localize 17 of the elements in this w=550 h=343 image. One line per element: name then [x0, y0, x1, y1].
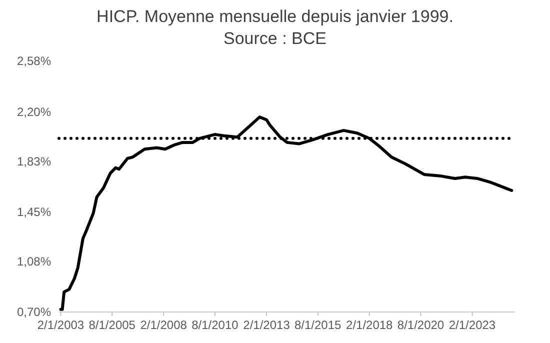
y-tick-label: 2,58% [16, 54, 52, 68]
x-tick-label: 2/1/2023 [448, 318, 496, 332]
x-tick-label: 2/1/2013 [243, 318, 290, 332]
x-tick-label: 8/1/2015 [294, 318, 342, 332]
x-tick-label: 8/1/2005 [88, 318, 136, 332]
x-tick-label: 2/1/2008 [140, 318, 188, 332]
y-tick-label: 0,70% [16, 305, 52, 320]
chart-title: HICP. Moyenne mensuelle depuis janvier 1999. Source : BCE [96, 7, 454, 48]
x-tick-label: 8/1/2020 [397, 318, 444, 332]
x-tick-label: 2/1/2018 [346, 318, 394, 332]
x-tick-label: 8/1/2010 [192, 318, 239, 332]
y-tick-label: 1,08% [16, 254, 52, 268]
y-tick-label: 1,45% [16, 205, 52, 220]
y-tick-label: 2,20% [16, 104, 52, 119]
line-series [59, 116, 514, 311]
x-tick-label: 2/1/2003 [37, 318, 84, 332]
y-tick-label: 1,83% [16, 154, 52, 168]
